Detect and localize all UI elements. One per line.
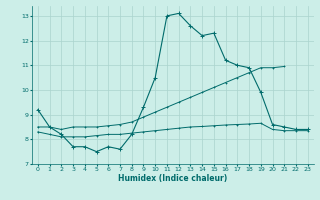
X-axis label: Humidex (Indice chaleur): Humidex (Indice chaleur) <box>118 174 228 183</box>
